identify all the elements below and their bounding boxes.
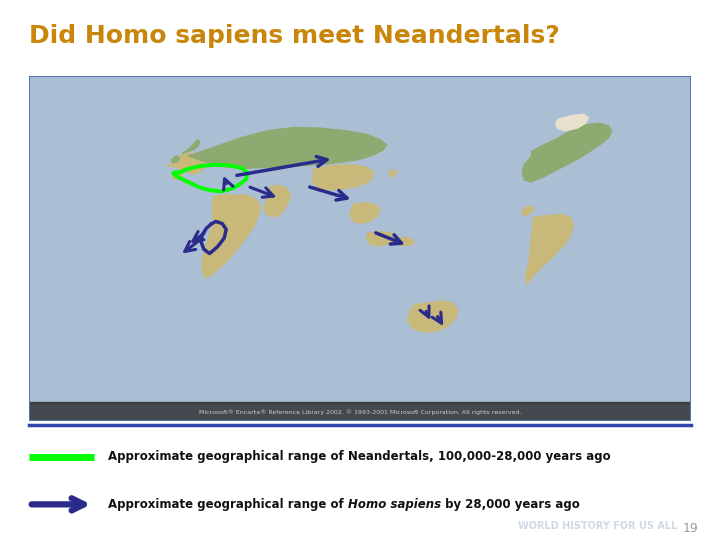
Polygon shape (366, 232, 397, 246)
Polygon shape (172, 172, 182, 179)
Polygon shape (408, 301, 458, 332)
Text: by 28,000 years ago: by 28,000 years ago (441, 498, 580, 511)
Polygon shape (522, 123, 612, 182)
Polygon shape (264, 186, 290, 217)
Polygon shape (166, 153, 207, 174)
Polygon shape (389, 170, 397, 178)
Text: 19: 19 (683, 522, 698, 535)
Polygon shape (202, 195, 259, 278)
Text: Did Homo sapiens meet Neandertals?: Did Homo sapiens meet Neandertals? (29, 24, 559, 48)
Text: Approximate geographical range of: Approximate geographical range of (108, 498, 348, 511)
Polygon shape (188, 127, 387, 168)
Text: WORLD HISTORY FOR US ALL: WORLD HISTORY FOR US ALL (518, 521, 678, 531)
Polygon shape (171, 156, 180, 163)
Polygon shape (350, 203, 380, 224)
Text: Approximate geographical range of Neandertals, 100,000-28,000 years ago: Approximate geographical range of Neande… (108, 450, 611, 463)
Polygon shape (312, 165, 373, 190)
Text: Microsoft® Encarta® Reference Library 2002. © 1993-2001 Microsoft Corporation. A: Microsoft® Encarta® Reference Library 20… (199, 409, 521, 415)
Polygon shape (555, 114, 588, 131)
Bar (29, 402, 691, 421)
Text: Homo sapiens: Homo sapiens (348, 498, 441, 511)
Polygon shape (397, 238, 414, 246)
Polygon shape (522, 206, 534, 215)
Polygon shape (224, 195, 261, 224)
Polygon shape (182, 139, 199, 153)
Polygon shape (526, 214, 573, 285)
